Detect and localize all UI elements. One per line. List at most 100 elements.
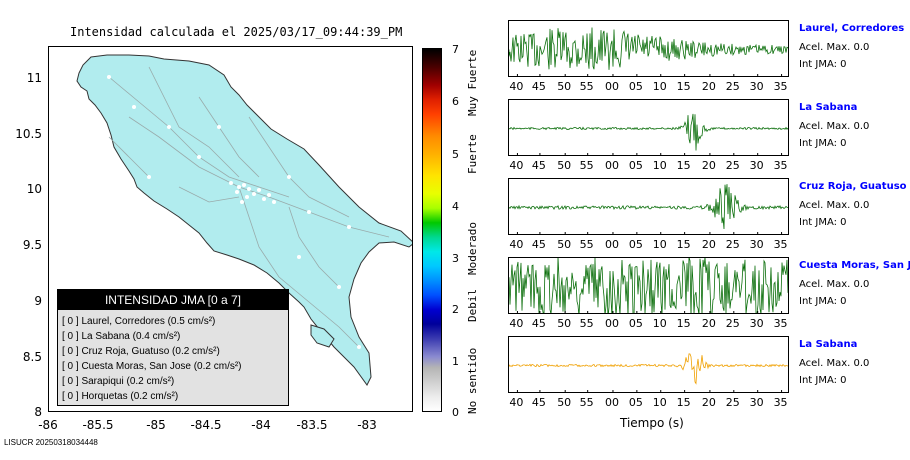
- legend-item: [ 0 ] Cuesta Moras, San Jose (0.2 cm/s²): [62, 361, 242, 372]
- colorbar-label-debil: Debil: [466, 288, 479, 322]
- trace-xtick: 40: [509, 159, 524, 172]
- legend-item: [ 0 ] Cruz Roja, Guatuso (0.2 cm/s²): [62, 346, 220, 357]
- trace-panel: [508, 20, 789, 77]
- station-acel: Acel. Max. 0.0: [799, 358, 870, 369]
- trace-xtick: 45: [531, 80, 546, 93]
- trace-panel: [508, 99, 789, 156]
- station-info: Acel. Max. 0.0 Int JMA: 0: [799, 355, 869, 389]
- colorbar-tick: 2: [452, 303, 459, 316]
- station-dots: [107, 75, 361, 349]
- map-ytick: 9.5: [22, 238, 42, 252]
- trace-xtick: 25: [725, 159, 740, 172]
- footer-id: LISUCR 20250318034448: [4, 438, 98, 447]
- trace-xtick: 50: [557, 317, 572, 330]
- trace-xtick: 55: [579, 238, 594, 251]
- trace-xtick: 15: [676, 317, 691, 330]
- trace-xtick: 15: [676, 238, 691, 251]
- trace-xtick: 30: [749, 396, 764, 409]
- trace-xtick: 00: [604, 80, 619, 93]
- colorbar-tick: 5: [452, 148, 459, 161]
- trace-xtick: 00: [604, 317, 619, 330]
- trace-panel: [508, 336, 789, 393]
- trace-xtick: 20: [701, 159, 716, 172]
- trace-xtick: 25: [725, 396, 740, 409]
- trace-xtick: 10: [652, 159, 667, 172]
- trace-xtick: 00: [604, 159, 619, 172]
- waveform-line: [509, 353, 788, 385]
- trace-xtick: 25: [725, 317, 740, 330]
- map-xtick: -83: [357, 418, 377, 432]
- map-ytick: 9: [34, 294, 42, 308]
- station-info: Acel. Max. 0.0 Int JMA: 0: [799, 197, 869, 231]
- colorbar-tick: 4: [452, 200, 459, 213]
- colorbar-tick: 6: [452, 95, 459, 108]
- trace-xtick: 05: [628, 238, 643, 251]
- intensity-colorbar: [422, 48, 442, 412]
- trace-xtick: 15: [676, 396, 691, 409]
- waveform-svg: [509, 113, 788, 155]
- station-name: Cruz Roja, Guatuso: [799, 181, 907, 192]
- station-name: La Sabana: [799, 339, 858, 350]
- trace-xtick: 05: [628, 159, 643, 172]
- station-name: La Sabana: [799, 102, 858, 113]
- costa-rica-map: [76, 54, 412, 386]
- waveform-line: [509, 258, 788, 313]
- waveform-svg: [509, 258, 788, 313]
- trace-xtick: 40: [509, 80, 524, 93]
- trace-xtick: 20: [701, 396, 716, 409]
- trace-xtick: 20: [701, 80, 716, 93]
- colorbar-label-no-sentido: No sentido: [466, 347, 479, 414]
- trace-xtick: 20: [701, 317, 716, 330]
- station-info: Acel. Max. 0.0 Int JMA: 0: [799, 39, 869, 73]
- trace-xtick: 55: [579, 317, 594, 330]
- station-acel: Acel. Max. 0.0: [799, 200, 870, 211]
- trace-xtick: 00: [604, 238, 619, 251]
- legend-item: [ 0 ] La Sabana (0.4 cm/s²): [62, 331, 181, 342]
- map-ytick: 10.5: [15, 127, 42, 141]
- trace-xtick: 45: [531, 396, 546, 409]
- trace-xtick: 30: [749, 80, 764, 93]
- trace-xtick: 35: [773, 238, 788, 251]
- map-xtick: -84.5: [190, 418, 222, 432]
- trace-xtick: 10: [652, 238, 667, 251]
- waveform-line: [509, 113, 788, 151]
- colorbar-label-muy-fuerte: Muy Fuerte: [466, 49, 479, 116]
- trace-xtick: 05: [628, 396, 643, 409]
- trace-xtick: 10: [652, 80, 667, 93]
- trace-panel: [508, 178, 789, 235]
- legend-items: [ 0 ] Laurel, Corredores (0.5 cm/s²) [ 0…: [62, 314, 242, 404]
- trace-xtick: 05: [628, 80, 643, 93]
- map-xtick: -85: [146, 418, 166, 432]
- waveform-svg: [509, 27, 788, 76]
- colorbar-label-fuerte: Fuerte: [466, 134, 479, 174]
- station-int: Int JMA: 0: [799, 138, 847, 149]
- traces-x-axis-title: Tiempo (s): [620, 416, 684, 430]
- station-name: Cuesta Moras, San Jose: [799, 260, 910, 271]
- map-xtick: -83.5: [296, 418, 328, 432]
- costa-rica-landmass: [76, 54, 412, 386]
- trace-xtick: 50: [557, 238, 572, 251]
- trace-xtick: 35: [773, 80, 788, 93]
- station-info: Acel. Max. 0.0 Int JMA: 0: [799, 276, 869, 310]
- legend-item: [ 0 ] Laurel, Corredores (0.5 cm/s²): [62, 316, 216, 327]
- colorbar-tick: 1: [452, 355, 459, 368]
- trace-xtick: 15: [676, 80, 691, 93]
- map-ytick: 8.5: [22, 350, 42, 364]
- station-int: Int JMA: 0: [799, 59, 847, 70]
- waveform-svg: [509, 184, 788, 234]
- waveform-svg: [509, 353, 788, 392]
- trace-xtick: 55: [579, 80, 594, 93]
- trace-xtick: 55: [579, 159, 594, 172]
- map-ytick: 11: [26, 71, 42, 85]
- station-acel: Acel. Max. 0.0: [799, 121, 870, 132]
- trace-panel: [508, 257, 789, 314]
- trace-xtick: 40: [509, 238, 524, 251]
- station-acel: Acel. Max. 0.0: [799, 42, 870, 53]
- trace-xtick: 40: [509, 396, 524, 409]
- trace-xtick: 55: [579, 396, 594, 409]
- trace-xtick: 45: [531, 238, 546, 251]
- trace-xtick: 10: [652, 396, 667, 409]
- station-int: Int JMA: 0: [799, 296, 847, 307]
- station-int: Int JMA: 0: [799, 217, 847, 228]
- station-int: Int JMA: 0: [799, 375, 847, 386]
